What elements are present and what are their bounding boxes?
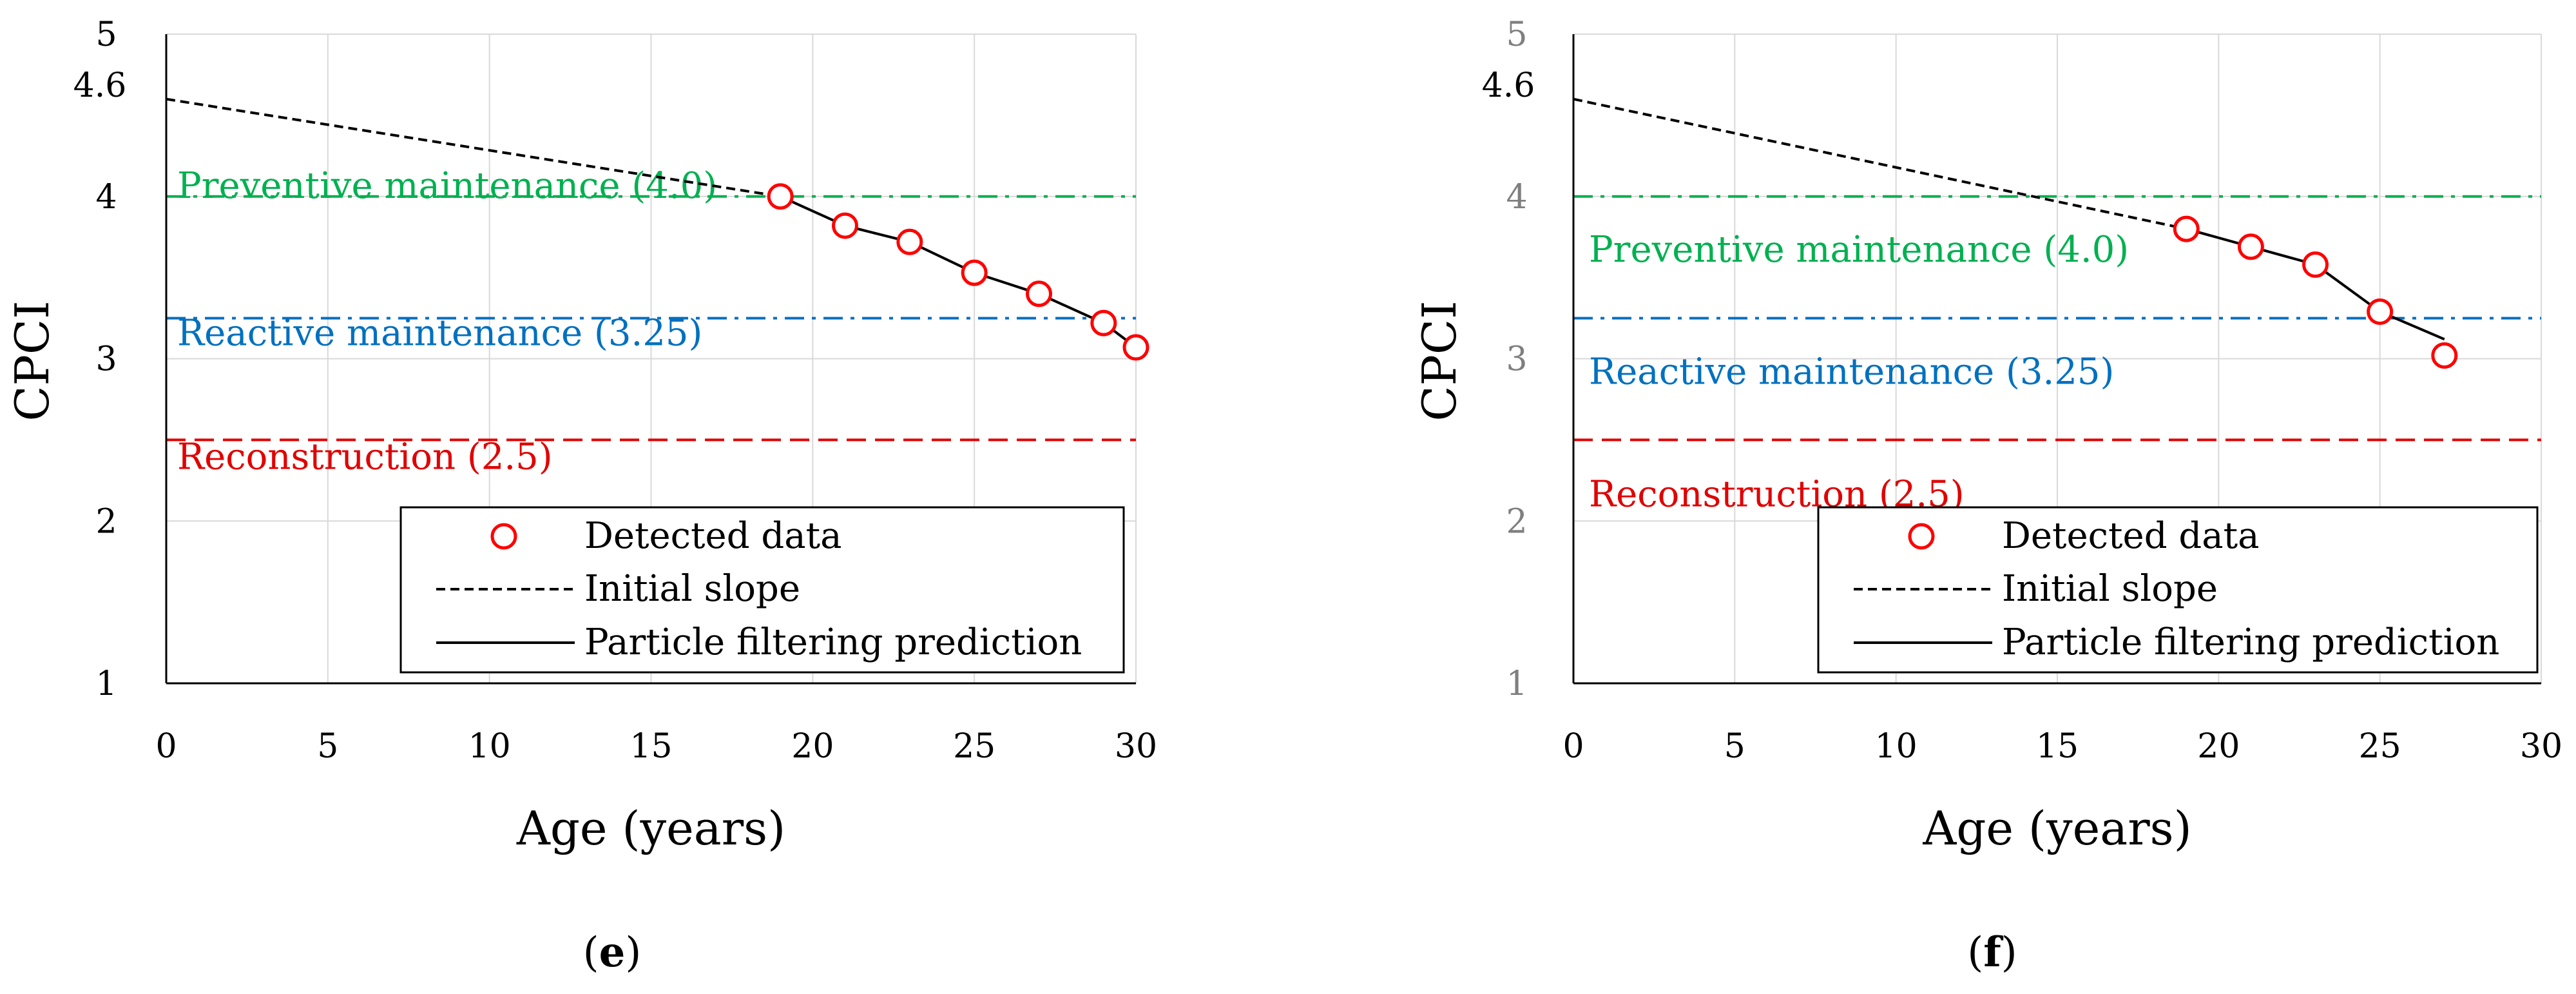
chart-panel-f: Preventive maintenance (4.0) Reactive mai…	[1408, 0, 2576, 994]
x-tick-label: 25	[2359, 727, 2401, 766]
threshold-label: Preventive maintenance (4.0)	[177, 165, 717, 207]
chart-svg: Preventive maintenance (4.0) Reactive mai…	[5, 15, 1157, 855]
threshold-label: Reactive maintenance (3.25)	[177, 313, 702, 355]
x-tick-label: 5	[1724, 727, 1745, 766]
series-line	[2186, 228, 2445, 341]
x-tick-label: 10	[1875, 727, 1918, 766]
data-point	[1026, 280, 1052, 307]
y-tick-label-extra: 4.6	[1482, 66, 1535, 105]
panel-label: (f)	[1967, 928, 2017, 977]
data-point	[961, 259, 988, 286]
legend-label: Initial slope	[2002, 568, 2218, 610]
x-tick-label: 25	[953, 727, 995, 766]
data-point	[832, 212, 858, 239]
x-tick-label: 15	[630, 727, 672, 766]
x-axis-label: Age (years)	[516, 801, 785, 855]
x-tick-label: 5	[317, 727, 338, 766]
data-point	[2302, 251, 2329, 278]
legend-marker	[1908, 523, 1935, 550]
legend-label: Initial slope	[584, 568, 800, 610]
y-tick-label: 5	[1506, 15, 1527, 54]
series-line	[166, 97, 781, 198]
x-tick-label: 20	[791, 727, 834, 766]
x-tick-label: 0	[1562, 727, 1584, 766]
x-tick-label: 30	[1115, 727, 1157, 766]
x-tick-label: 30	[2520, 727, 2562, 766]
y-tick-label: 1	[1506, 665, 1527, 703]
x-axis-label: Age (years)	[1922, 801, 2191, 855]
y-tick-label: 2	[1506, 502, 1527, 541]
y-axis-label: CPCI	[1412, 300, 1466, 421]
x-tick-label: 10	[468, 727, 511, 766]
y-tick-label: 3	[1506, 340, 1527, 379]
y-axis-label: CPCI	[5, 300, 59, 421]
y-tick-label: 1	[95, 665, 117, 703]
threshold-label: Preventive maintenance (4.0)	[1589, 229, 2129, 271]
x-tick-label: 20	[2197, 727, 2240, 766]
y-tick-label: 2	[95, 502, 117, 541]
threshold-label: Reconstruction (2.5)	[177, 436, 553, 478]
chart-svg: Preventive maintenance (4.0) Reactive mai…	[1412, 15, 2562, 855]
x-tick-label: 15	[2036, 727, 2079, 766]
legend-label: Detected data	[584, 515, 841, 557]
legend-marker	[490, 523, 517, 550]
legend-label: Particle filtering prediction	[2002, 621, 2499, 663]
data-point	[896, 228, 923, 255]
data-point	[2431, 342, 2458, 369]
data-point	[2173, 215, 2200, 242]
legend-label: Particle filtering prediction	[584, 621, 1082, 663]
data-point	[1122, 334, 1149, 361]
data-point	[2367, 298, 2394, 325]
y-tick-label: 3	[95, 340, 117, 379]
panel-label: (e)	[582, 928, 642, 977]
x-tick-label: 0	[155, 727, 177, 766]
data-point	[1090, 309, 1117, 336]
legend-box	[1817, 506, 2539, 674]
y-tick-label: 4	[1506, 178, 1527, 217]
data-point	[2237, 233, 2264, 260]
y-tick-label-extra: 4.6	[73, 66, 127, 105]
threshold-label: Reactive maintenance (3.25)	[1589, 351, 2114, 393]
series-line	[1573, 97, 2187, 231]
chart-panel-e: Preventive maintenance (4.0) Reactive mai…	[5, 15, 1157, 977]
legend-label: Detected data	[2002, 515, 2259, 557]
data-point	[767, 183, 794, 210]
y-tick-label: 5	[95, 15, 117, 54]
y-tick-label: 4	[95, 178, 117, 217]
